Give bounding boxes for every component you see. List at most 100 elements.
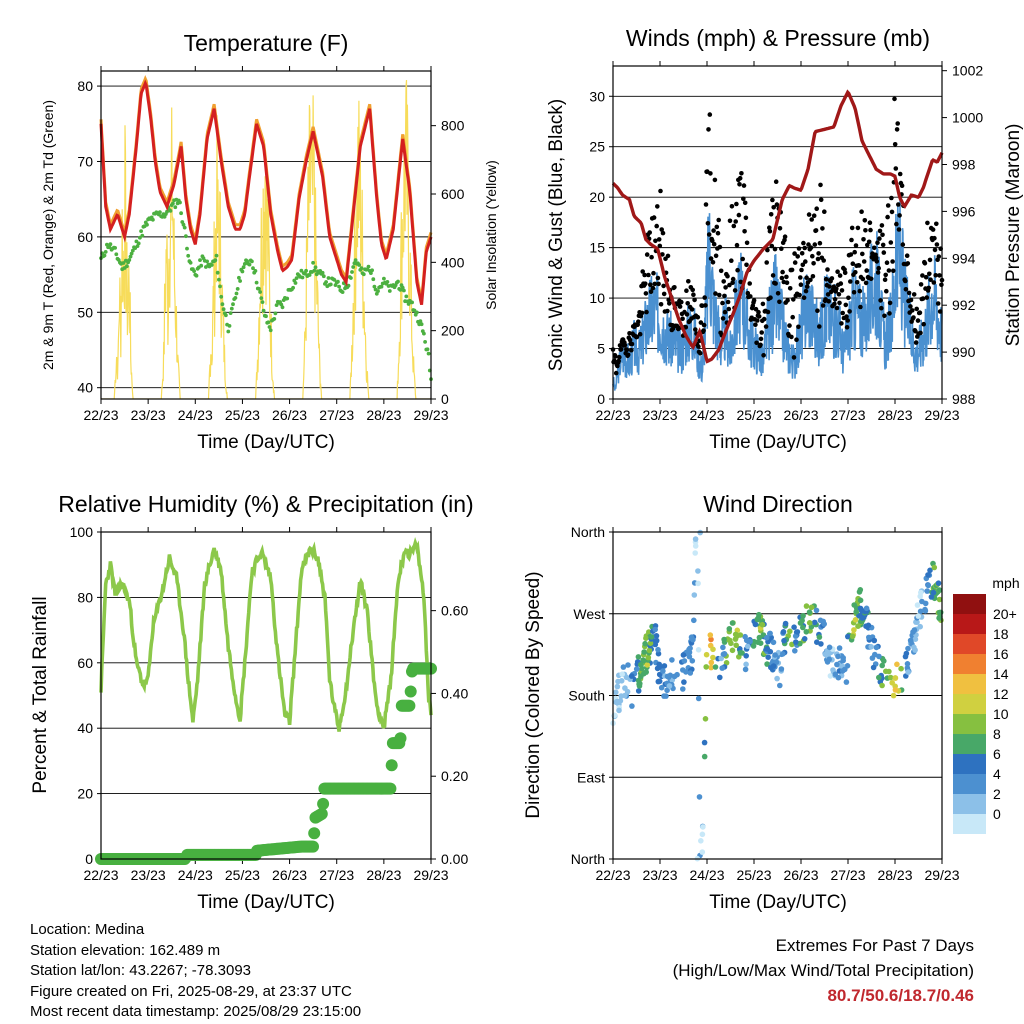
gust-point [777, 226, 783, 231]
legend-swatch [953, 634, 986, 654]
extremes-box: Extremes For Past 7 Days (High/Low/Max W… [673, 933, 974, 1008]
gust-point [914, 306, 919, 312]
direction-point [686, 653, 693, 660]
y2-tick-label: 800 [441, 118, 465, 134]
gust-point [789, 267, 795, 273]
gust-point [860, 251, 865, 257]
gust-point [894, 221, 899, 227]
gust-point [930, 227, 936, 232]
timestamp-text: Most recent data timestamp: 2025/08/29 2… [30, 1003, 362, 1020]
gust-point [837, 273, 843, 278]
gust-point [844, 314, 849, 319]
dewpoint-point [336, 279, 340, 284]
x-tick-label: 27/23 [319, 407, 354, 423]
direction-point [873, 644, 880, 651]
gust-point [802, 245, 807, 251]
gust-point [933, 273, 938, 278]
direction-point [701, 753, 708, 760]
y2-tick-label: 0.60 [441, 603, 468, 619]
gust-point [845, 318, 850, 323]
direction-point [772, 652, 778, 658]
direction-point [629, 703, 635, 709]
direction-point [755, 615, 762, 621]
dewpoint-point [127, 258, 132, 262]
gust-point [634, 334, 640, 340]
gust-point [821, 258, 826, 263]
gust-point [918, 330, 923, 336]
direction-point [863, 605, 870, 612]
precip-point [307, 840, 319, 853]
direction-point [818, 641, 824, 647]
panel-title: Relative Humidity (%) & Precipitation (i… [58, 491, 473, 517]
y-tick-label: 0 [597, 391, 605, 407]
dewpoint-point [139, 229, 144, 234]
x-tick-label: 24/23 [178, 867, 213, 883]
dewpoint-point [350, 270, 354, 274]
gust-point [880, 242, 886, 248]
direction-point [695, 580, 701, 587]
direction-point [695, 695, 702, 702]
x-tick-label: 22/23 [83, 407, 118, 423]
gust-point [791, 297, 796, 302]
legend-swatch [953, 754, 986, 774]
gust-point [889, 209, 895, 215]
direction-point [928, 594, 935, 600]
gust-point [903, 278, 908, 284]
x-tick-label: 26/23 [783, 407, 818, 423]
gust-point [932, 235, 937, 241]
gust-point [742, 200, 748, 206]
dewpoint-point [198, 258, 202, 262]
gust-point [738, 279, 744, 285]
dewpoint-point [204, 265, 208, 269]
gust-point [734, 201, 739, 207]
dewpoint-point [253, 269, 258, 273]
dewpoint-point [280, 305, 285, 310]
dewpoint-point [376, 289, 380, 293]
gust-point [653, 238, 658, 244]
gust-point [654, 223, 659, 229]
legend-label: 2 [993, 786, 1001, 802]
gust-point [767, 228, 773, 234]
gust-point [708, 171, 713, 176]
gust-point [836, 292, 842, 297]
gust-point [651, 215, 657, 220]
direction-point [770, 658, 776, 664]
gust-point [905, 261, 911, 266]
gust-point [858, 304, 863, 310]
gust-point [672, 285, 677, 290]
latlon-text: Station lat/lon: 43.2267; -78.3093 [30, 962, 252, 979]
legend-label: 4 [993, 766, 1001, 782]
gust-point [917, 310, 923, 316]
direction-point [800, 624, 806, 631]
gust-point [714, 224, 720, 230]
dewpoint-point [258, 290, 262, 294]
gust-point [915, 318, 921, 323]
gust-point [866, 239, 872, 245]
gust-point [855, 225, 861, 231]
plot-frame [100, 531, 432, 860]
direction-point [708, 664, 714, 671]
gust-point [872, 245, 877, 251]
dewpoint-point [425, 347, 430, 352]
gust-point [894, 127, 900, 132]
gust-point [906, 290, 912, 296]
dewpoint-point [423, 340, 427, 344]
gust-point [717, 292, 722, 298]
gust-point [879, 223, 885, 228]
gust-point [720, 300, 725, 306]
gust-point [837, 300, 842, 306]
x-tick-label: 22/23 [595, 867, 630, 883]
gust-point [640, 269, 645, 274]
gust-point [878, 298, 883, 303]
direction-point [806, 620, 813, 626]
dewpoint-point [361, 272, 366, 277]
station-info: Location: Medina Station elevation: 162.… [30, 920, 361, 1023]
dewpoint-point [102, 253, 107, 258]
dewpoint-point [184, 234, 188, 239]
dewpoint-point [250, 259, 254, 264]
direction-point [656, 661, 662, 668]
direction-point [653, 633, 660, 639]
direction-point [830, 667, 836, 673]
legend-title: mph [992, 575, 1019, 591]
gust-point [711, 228, 716, 233]
